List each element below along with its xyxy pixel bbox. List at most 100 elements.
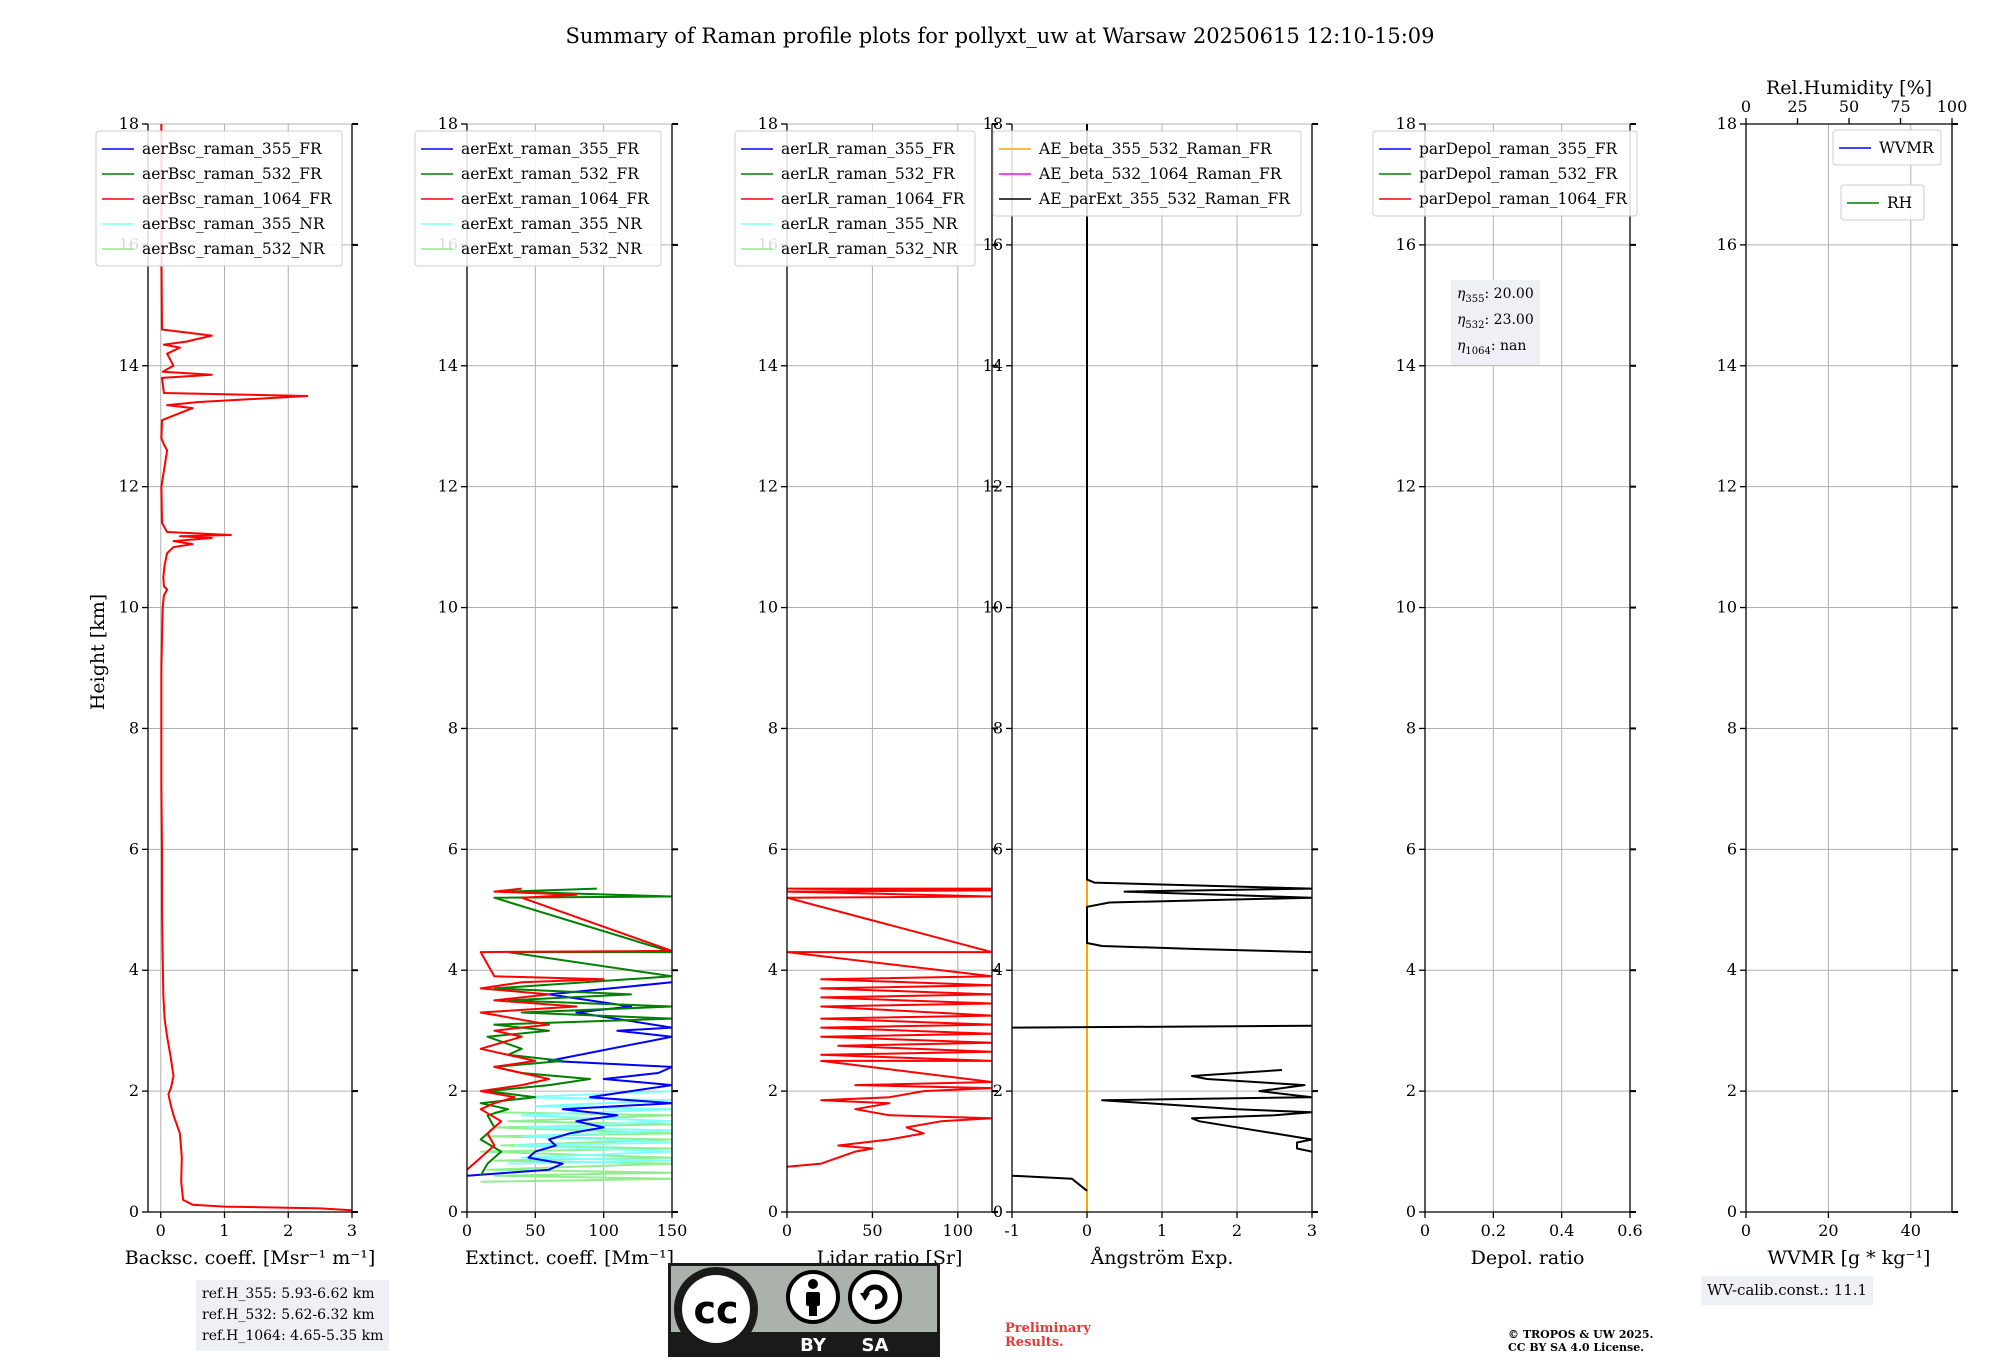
eta-1064: η1064: nan — [1457, 337, 1527, 357]
legend-box — [1832, 129, 1942, 166]
series-line-red — [467, 887, 672, 1171]
y-tick-label: 14 — [758, 356, 778, 375]
y-tick-label: 8 — [993, 718, 1003, 737]
legend-entry: aerBsc_raman_532_NR — [142, 240, 326, 258]
y-tick-label: 8 — [448, 718, 458, 737]
y-tick-label: 2 — [993, 1081, 1003, 1100]
y-tick-label: 4 — [768, 960, 778, 979]
y-tick-label: 4 — [1406, 960, 1416, 979]
x-tick-label: 0 — [156, 1221, 166, 1240]
x-tick-label: 0 — [1420, 1221, 1430, 1240]
wv-calibration-note: WV-calib.const.: 11.1 — [1701, 1276, 1874, 1305]
x-tick-label: 100 — [943, 1221, 974, 1240]
series-line-black — [1012, 1174, 1088, 1192]
y-axis-label: Height [km] — [87, 594, 109, 710]
top-x-tick-label: 100 — [1937, 97, 1968, 116]
cc-by-sa-license-badge: cc BY SA — [668, 1263, 940, 1357]
svg-text:cc: cc — [693, 1288, 738, 1332]
series-line-black — [1101, 1069, 1312, 1153]
series-line-red — [787, 887, 992, 1168]
x-tick-label: 0.2 — [1481, 1221, 1506, 1240]
y-tick-label: 18 — [438, 114, 458, 133]
legend-entry: aerExt_raman_355_NR — [461, 215, 643, 233]
series-group — [1012, 124, 1312, 1212]
y-tick-label: 2 — [448, 1081, 458, 1100]
y-tick-label: 18 — [1717, 114, 1737, 133]
x-tick-label: 150 — [657, 1221, 688, 1240]
y-tick-label: 6 — [993, 839, 1003, 858]
y-tick-label: 14 — [438, 356, 458, 375]
eta-note: η355: 20.00 η532: 23.00 η1064: nan — [1451, 280, 1540, 366]
y-tick-label: 10 — [119, 598, 139, 617]
x-tick-label: 2 — [1232, 1221, 1242, 1240]
legend-entry: aerBsc_raman_355_FR — [142, 140, 323, 158]
cc-sa-label: SA — [862, 1335, 889, 1356]
series-group — [160, 124, 352, 1212]
eta-532: η532: 23.00 — [1457, 311, 1534, 331]
legend-entry: aerBsc_raman_1064_FR — [142, 190, 333, 208]
x-tick-label: -1 — [1004, 1221, 1020, 1240]
legend-box — [1372, 130, 1638, 217]
x-tick-label: 50 — [525, 1221, 545, 1240]
x-tick-label: 0 — [1082, 1221, 1092, 1240]
ref-height-1064: ref.H_1064: 4.65-5.35 km — [202, 1328, 384, 1344]
legend-entry: RH — [1887, 194, 1912, 212]
legend-entry: aerExt_raman_1064_FR — [461, 190, 650, 208]
panel-lidar-ratio: 024681012141618050100Lidar ratio [Sr]aer… — [734, 114, 998, 1269]
x-tick-label: 0 — [1741, 1221, 1751, 1240]
sa-icon — [848, 1270, 902, 1324]
y-tick-label: 16 — [983, 235, 1003, 254]
panel-depolarization: 0 2 4 6 8 10 12 14 16 18 0 0.2 0.4 0.6 Depol. ratio par… — [1372, 114, 1643, 1269]
legend-box — [734, 130, 976, 267]
legend-angstrom: AE_beta_355_532_Raman_FR AE_beta_532_1064… — [992, 130, 1302, 217]
x-tick-label: 0 — [462, 1221, 472, 1240]
y-tick-label: 12 — [1717, 477, 1737, 496]
series-line-black — [1086, 124, 1312, 954]
y-tick-label: 18 — [119, 114, 139, 133]
y-tick-label: 2 — [1727, 1081, 1737, 1100]
eta-355: η355: 20.00 — [1457, 286, 1534, 305]
y-tick-label: 2 — [768, 1081, 778, 1100]
series-line-red — [160, 124, 352, 1212]
reference-height-note: ref.H_355: 5.93-6.62 km ref.H_532: 5.62-… — [196, 1280, 390, 1351]
y-tick-label: 8 — [129, 718, 139, 737]
y-tick-label: 10 — [438, 598, 458, 617]
ref-height-355: ref.H_355: 5.93-6.62 km — [202, 1286, 375, 1302]
y-tick-label: 12 — [1396, 477, 1416, 496]
ref-height-532: ref.H_532: 5.62-6.32 km — [202, 1307, 375, 1323]
x-tick-label: 2 — [283, 1221, 293, 1240]
y-tick-label: 12 — [758, 477, 778, 496]
y-tick-label: 12 — [438, 477, 458, 496]
y-tick-label: 4 — [993, 960, 1003, 979]
legend-entry: AE_beta_355_532_Raman_FR — [1038, 140, 1273, 158]
y-tick-label: 4 — [448, 960, 458, 979]
y-tick-label: 8 — [1406, 718, 1416, 737]
y-tick-label: 0 — [129, 1202, 139, 1221]
x-tick-label: 50 — [862, 1221, 882, 1240]
panel-backscatter: 0246810121416180123Backsc. coeff. [Msr⁻¹… — [95, 114, 376, 1269]
x-tick-label: 40 — [1901, 1221, 1921, 1240]
x-axis-label: Extinct. coeff. [Mm⁻¹] — [465, 1247, 674, 1269]
x-axis-label: Backsc. coeff. [Msr⁻¹ m⁻¹] — [125, 1247, 376, 1269]
top-x-tick-label: 25 — [1787, 97, 1807, 116]
legend-entry: aerLR_raman_1064_FR — [781, 190, 966, 208]
legend-entry: aerExt_raman_532_NR — [461, 240, 643, 258]
x-tick-label: 0.4 — [1549, 1221, 1574, 1240]
legend-extinction: aerExt_raman_355_FR aerExt_raman_532_FRae… — [414, 130, 662, 267]
y-tick-label: 14 — [119, 356, 139, 375]
y-tick-label: 10 — [1396, 598, 1416, 617]
y-tick-label: 6 — [448, 839, 458, 858]
y-tick-label: 6 — [129, 839, 139, 858]
y-tick-label: 14 — [983, 356, 1003, 375]
legend-entry: parDepol_raman_355_FR — [1419, 140, 1619, 158]
legend-entry: aerExt_raman_532_FR — [461, 165, 640, 183]
series-line-blue — [467, 981, 672, 1177]
legend-entry: aerLR_raman_355_FR — [781, 140, 956, 158]
legend-lidar-ratio: aerLR_raman_355_FR aerLR_raman_532_FR aerL… — [734, 130, 976, 267]
x-tick-label: 3 — [1307, 1221, 1317, 1240]
legend-entry: AE_beta_532_1064_Raman_FR — [1038, 165, 1283, 183]
series-group — [467, 887, 672, 1183]
legend-box — [414, 130, 662, 267]
y-tick-label: 0 — [448, 1202, 458, 1221]
